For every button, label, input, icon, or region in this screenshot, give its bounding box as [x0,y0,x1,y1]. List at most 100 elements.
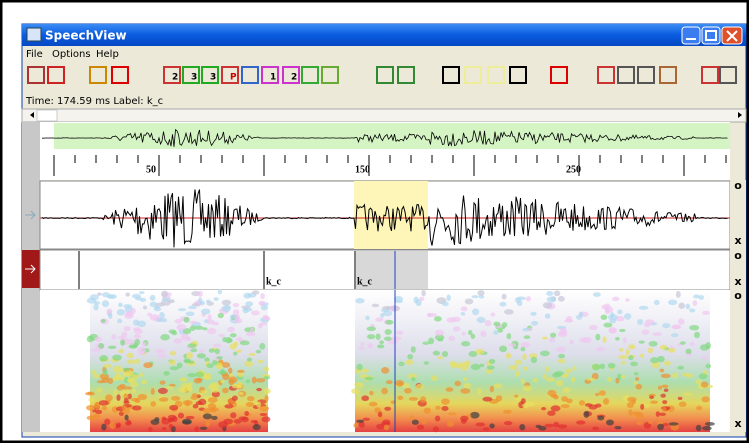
menu-item[interactable]: Help [96,49,119,60]
toolbar-button-label[interactable]: 3 [210,73,216,83]
spectrogram-blob [662,407,666,412]
spectrogram-blob [619,329,626,332]
spectrogram-blob [96,387,102,392]
maximize-button[interactable] [702,27,720,44]
spectrogram-blob [385,329,392,335]
spectrogram-blob [628,409,632,415]
spectrogram-blob [118,349,124,353]
spectrogram-blob [690,342,695,346]
spectrogram-blob [367,334,375,339]
spectrogram-blob [105,394,113,401]
spectrogram-blob [441,398,450,405]
spectrogram-blob [664,361,671,366]
spectrogram-blob [660,345,668,350]
spectrogram-blob [570,340,574,345]
spectrogram-blob [356,364,362,371]
spectrogram-blob [257,360,264,363]
toolbar-button-label[interactable]: P [230,73,237,83]
toolbar-button-label[interactable]: 2 [172,73,178,83]
spectrogram-blob [182,419,192,425]
spectrogram-blob [558,354,565,359]
tier-label[interactable]: k_c [357,276,373,287]
spectrogram-blob [463,383,471,388]
spectrogram-blob [201,308,210,314]
spectrogram-blob [648,347,654,353]
spectrogram-blob [637,422,643,426]
spectrogram-blob [95,410,102,415]
toolbar-button-label[interactable]: 3 [191,73,197,83]
spectrogram-blob [592,364,601,370]
spectrogram-blob [564,373,569,376]
spectrogram-blob [477,317,486,323]
spectrogram-blob [558,296,565,302]
spectrogram-blob [86,405,95,411]
spectrogram-blob [230,333,237,337]
tier-label[interactable]: k_c [266,276,282,287]
spectrogram-blob [696,425,702,431]
spectrogram-blob [353,423,358,428]
spectrogram-blob [209,407,219,411]
scroll-thumb[interactable] [37,110,57,121]
spectrogram-blob [579,400,585,405]
spectrogram-blob [392,336,402,340]
spectrogram-blob [606,420,614,426]
spectrogram-blob [671,333,679,337]
spectrogram-blob [122,408,130,414]
spectrogram-blob [120,339,125,345]
toolbar-button-label[interactable]: 1 [270,73,276,83]
spectrogram-blob [632,411,642,415]
spectrogram-blob [634,381,638,385]
spectrogram-blob [132,294,141,299]
spectrogram-blob [494,383,502,388]
menu-item[interactable]: Options [52,49,91,60]
spectrogram-blob [134,339,140,345]
spectrogram-blob [662,384,669,388]
spectrogram-blob [561,404,570,408]
spectrogram-blob [595,393,599,396]
spectrogram-blob [125,414,129,420]
panel-button[interactable]: o [734,179,742,192]
scrollbar[interactable] [22,109,746,122]
panel-button[interactable]: o [734,249,742,262]
spectrogram-blob [99,355,108,361]
spectrogram-blob [608,363,615,369]
menu-item[interactable]: File [26,49,43,60]
toolbar-button-label[interactable]: 2 [291,73,297,83]
spectrogram-blob [424,361,429,364]
spectrogram-blob [447,421,454,427]
spectrogram-blob [603,398,609,405]
panel-button[interactable]: x [734,275,741,288]
spectrogram-blob [678,303,685,309]
spectrogram-blob [234,419,242,424]
spectrogram-blob [493,322,500,327]
spectrogram-blob [556,346,566,352]
spectrogram-blob [705,422,715,426]
panel-button[interactable]: x [734,417,741,430]
minimize-button[interactable] [682,27,700,44]
spectrogram-blob [228,367,232,373]
spectrogram-blob [363,418,370,421]
spectrogram-blob [222,362,230,368]
panel-button[interactable]: x [734,234,741,247]
spectrogram-blob [218,334,225,337]
spectrogram-blob [169,329,176,333]
spectrogram-blob [420,396,426,403]
spectrogram-blob [685,349,691,354]
spectrogram-blob [463,377,468,381]
spectrogram-blob [556,380,564,386]
spectrogram-blob [409,397,418,401]
spectrogram-blob [554,290,560,296]
spectrogram-blob [151,419,160,425]
spectrogram-blob [515,359,521,364]
spectrogram-blob [93,304,98,311]
spectrogram-blob [253,424,261,430]
spectrogram-blob [109,422,116,429]
spectrogram-blob [368,343,374,349]
panel-button[interactable]: o [734,289,742,302]
spectrogram-blob [545,424,554,428]
spectrogram-blob [422,419,427,425]
spectrogram-blob [485,320,492,326]
spectrogram-blob [503,410,512,414]
spectrogram-blob [125,389,130,394]
spectrogram-blob [237,370,245,373]
